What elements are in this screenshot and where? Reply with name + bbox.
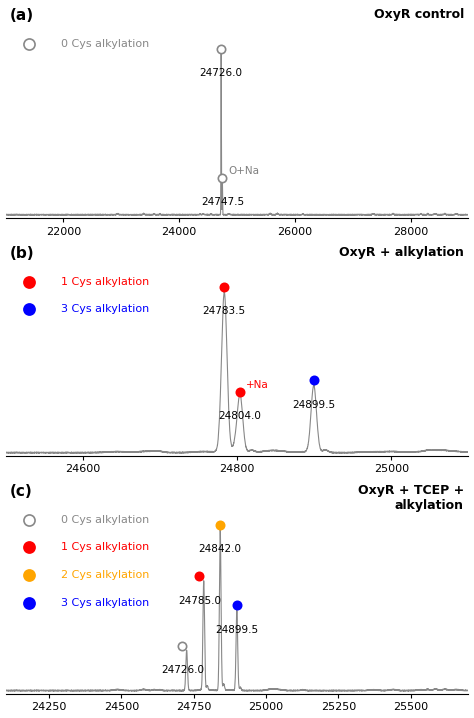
Text: 3 Cys alkylation: 3 Cys alkylation — [61, 597, 149, 607]
Text: 1 Cys alkylation: 1 Cys alkylation — [61, 276, 149, 286]
Text: 24785.0: 24785.0 — [178, 596, 221, 606]
Text: +Na: +Na — [246, 380, 268, 390]
Text: 24842.0: 24842.0 — [199, 544, 242, 554]
Text: 24726.0: 24726.0 — [161, 665, 204, 675]
Text: OxyR + alkylation: OxyR + alkylation — [339, 246, 464, 258]
Text: 0 Cys alkylation: 0 Cys alkylation — [61, 515, 149, 525]
Text: 24783.5: 24783.5 — [203, 307, 246, 317]
Text: 1 Cys alkylation: 1 Cys alkylation — [61, 542, 149, 552]
Text: 0 Cys alkylation: 0 Cys alkylation — [61, 39, 149, 49]
Text: OxyR + TCEP +
alkylation: OxyR + TCEP + alkylation — [357, 483, 464, 511]
Text: OxyR control: OxyR control — [374, 8, 464, 21]
Text: 24899.5: 24899.5 — [292, 400, 335, 410]
Text: 24747.5: 24747.5 — [201, 197, 244, 208]
Text: (b): (b) — [10, 246, 35, 261]
Text: (c): (c) — [10, 483, 33, 498]
Text: 24899.5: 24899.5 — [215, 625, 258, 635]
Text: 2 Cys alkylation: 2 Cys alkylation — [61, 570, 149, 580]
Text: 24804.0: 24804.0 — [219, 411, 262, 421]
Text: 24726.0: 24726.0 — [200, 68, 243, 78]
Text: 3 Cys alkylation: 3 Cys alkylation — [61, 304, 149, 314]
Text: O+Na: O+Na — [228, 167, 259, 177]
Text: (a): (a) — [10, 8, 34, 23]
